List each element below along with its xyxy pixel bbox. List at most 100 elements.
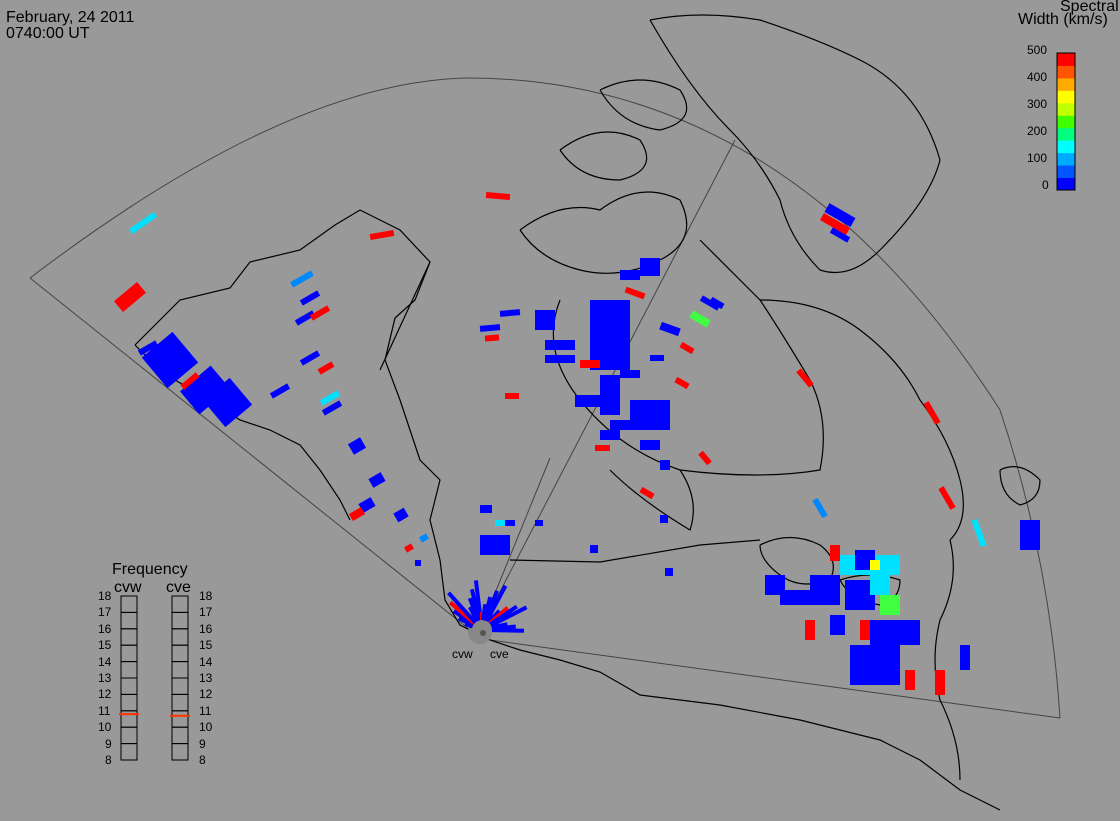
frequency-tick-right: 18 [199, 589, 213, 603]
echo-cell [880, 595, 900, 615]
echo-cell [810, 575, 840, 605]
frequency-tick-right: 17 [199, 605, 213, 620]
radar-echoes [114, 191, 1040, 695]
colorbar-segment [1057, 177, 1075, 191]
time-label: 0740:00 UT [6, 25, 90, 42]
frequency-cell [171, 743, 189, 761]
colorbar-segment [1057, 102, 1075, 116]
echo-cell [698, 450, 712, 466]
echo-cell [535, 520, 543, 526]
echo-cell [319, 390, 341, 406]
echo-cell [404, 543, 414, 553]
echo-cell [639, 486, 655, 500]
echo-cell [971, 518, 987, 548]
echo-cell [610, 420, 630, 430]
echo-cell [805, 620, 815, 640]
frequency-label-east: cve [166, 579, 191, 596]
echo-cell [650, 355, 664, 361]
echo-cell [923, 401, 941, 425]
echo-cell [600, 430, 620, 440]
echo-cell [938, 486, 956, 510]
echo-cell [480, 505, 492, 513]
echo-near-range [491, 628, 525, 633]
echo-cell [393, 507, 409, 523]
echo-cell [640, 440, 660, 450]
echo-cell [485, 191, 511, 201]
echo-cell [290, 270, 314, 288]
echo-near-range [447, 591, 477, 624]
radar-site-cvw [468, 620, 492, 644]
radar-label-west: cvw [452, 647, 473, 661]
echo-cell [830, 615, 845, 635]
echo-cell [505, 393, 519, 399]
echo-cell [137, 340, 159, 356]
echo-cell [674, 376, 690, 390]
frequency-tick-left: 16 [98, 621, 112, 636]
echo-cell [780, 590, 800, 605]
echo-cell [484, 334, 500, 342]
colorbar-tick: 300 [1027, 97, 1048, 111]
echo-cell [600, 375, 620, 415]
echo-cell [299, 350, 321, 366]
echo-cell [595, 445, 610, 451]
echo-cell [499, 309, 521, 317]
colorbar-tick: 500 [1027, 43, 1048, 57]
echo-cell [830, 545, 840, 561]
frequency-tick-right: 14 [199, 654, 213, 669]
echo-cell [624, 286, 646, 300]
echo-cell [180, 365, 230, 415]
frequency-title: Frequency [112, 561, 188, 578]
frequency-tick-left: 9 [105, 736, 112, 751]
echo-cell [659, 321, 681, 337]
echo-cell [480, 535, 510, 555]
echo-cell [590, 545, 598, 553]
frequency-tick-left: 10 [98, 720, 112, 735]
echo-cell [347, 437, 367, 455]
frequency-tick-right: 11 [199, 703, 212, 718]
echo-cell [812, 497, 828, 519]
echo-cell [796, 368, 814, 388]
frequency-label-west: cvw [114, 579, 142, 596]
echo-cell [358, 497, 376, 513]
echo-cell [309, 305, 331, 321]
echo-cell [545, 355, 575, 363]
echo-cell [294, 310, 316, 326]
colorbar-segment [1057, 127, 1075, 141]
echo-cell [505, 520, 515, 526]
echo-cell [880, 555, 900, 570]
echo-cell [317, 361, 335, 375]
echo-cell [321, 400, 343, 416]
echo-cell [299, 290, 321, 306]
echo-cell [660, 515, 668, 523]
colorbar-segment [1057, 152, 1075, 166]
colorbar-title-line2: Width (km/s) [1018, 11, 1108, 28]
echo-cell [1020, 520, 1040, 550]
echo-near-range [490, 605, 528, 628]
echo-cell [960, 645, 970, 670]
echo-cell [575, 395, 600, 407]
colorbar-tick: 200 [1027, 124, 1048, 138]
echo-cell [348, 507, 366, 521]
echo-cell [419, 533, 429, 543]
echo-near-range [473, 580, 483, 621]
echo-cell [870, 620, 920, 645]
echo-cell [630, 400, 670, 430]
frequency-tick-left: 13 [98, 671, 112, 685]
echo-cell [369, 229, 395, 241]
echo-cell [880, 665, 900, 685]
echo-cell [620, 270, 640, 280]
frequency-tick-right: 10 [199, 720, 213, 735]
echo-cell [829, 227, 851, 243]
echo-cell [709, 296, 725, 310]
colorbar-segment [1057, 53, 1075, 66]
frequency-tick-left: 18 [98, 589, 112, 603]
echo-cell [824, 203, 856, 227]
echo-cell [590, 300, 630, 370]
colorbar-title-line1: Spectral [1060, 0, 1119, 15]
echo-cell [689, 310, 711, 328]
colorbar-segment [1057, 115, 1075, 129]
echo-cell [905, 670, 915, 690]
frequency-tick-left: 12 [98, 687, 112, 702]
